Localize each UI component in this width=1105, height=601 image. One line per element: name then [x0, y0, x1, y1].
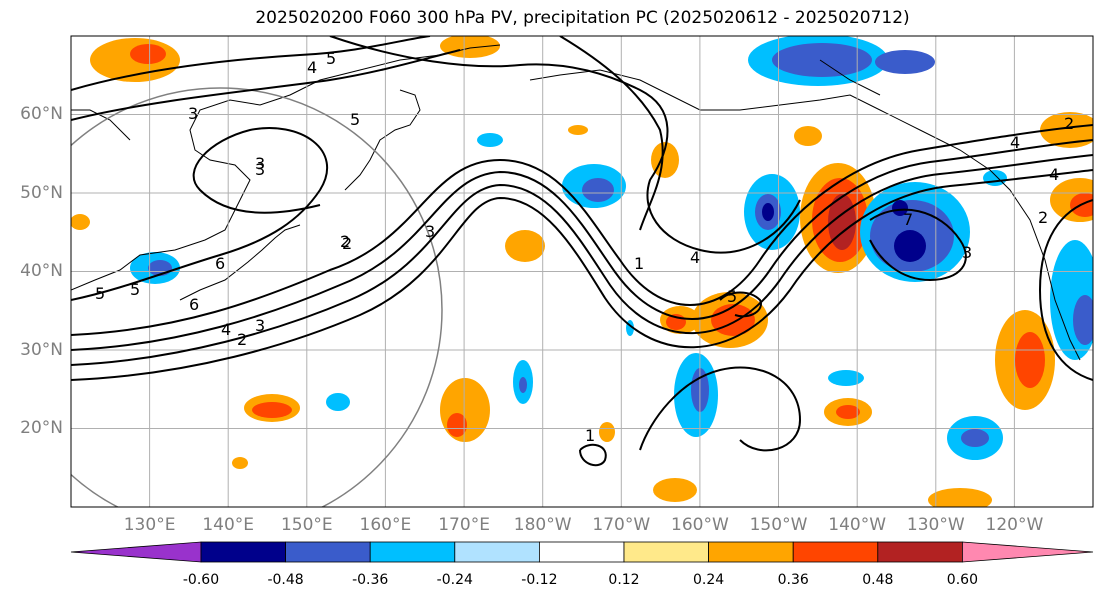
- longitude-label-180w: 180°W: [513, 515, 572, 535]
- pv-contour-label: 5: [350, 110, 361, 129]
- pv-contour-label: 4: [690, 248, 701, 267]
- latitude-label-40n: 40°N: [20, 261, 63, 281]
- pv-contour-label: 1: [634, 254, 645, 273]
- colorbar-swatch-9: [877, 541, 963, 563]
- region-circle: [71, 87, 443, 507]
- pv-contour-label: 7: [903, 210, 914, 229]
- longitude-label-140w: 140°W: [828, 515, 887, 535]
- longitude-label-130e: 130°E: [123, 515, 176, 535]
- colorbar-swatch-0: [70, 541, 202, 563]
- map-title: 2025020200 F060 300 hPa PV, precipitatio…: [255, 8, 910, 28]
- pv-contour-label: 4: [1049, 165, 1060, 184]
- pv-contour-label: 2: [237, 330, 248, 349]
- colorbar-tick-label: 0.12: [608, 572, 640, 588]
- pv-contour-label: 2: [1038, 208, 1049, 227]
- longitude-label-150e: 150°E: [280, 515, 333, 535]
- longitude-label-140e: 140°E: [202, 515, 255, 535]
- longitude-label-150w: 150°W: [749, 515, 808, 535]
- pv-contour-label: 4: [1010, 133, 1021, 152]
- colorbar-swatch-4: [454, 541, 540, 563]
- colorbar-tick-label: 0.24: [693, 572, 725, 588]
- pv-contour-label: 3: [255, 154, 266, 173]
- colorbar-tick-label: 0.60: [946, 572, 978, 588]
- pv-contour-label: 4: [221, 320, 232, 339]
- colorbar-tick-label: -0.60: [182, 572, 220, 588]
- pv-contour-label: 2: [342, 234, 353, 253]
- pv-contour-label: 1: [585, 426, 596, 445]
- map-frame: [70, 35, 1094, 508]
- pv-contour-label: 3: [962, 243, 973, 262]
- pv-contour-label: 3: [255, 316, 266, 335]
- pv-contour-label: 6: [189, 295, 200, 314]
- colorbar-swatch-3: [369, 541, 456, 563]
- pv-contour-label: 2: [1064, 114, 1075, 133]
- pv-contour-label: 3: [425, 222, 436, 241]
- pv-contour-label: 2: [340, 232, 351, 251]
- longitude-label-170w: 170°W: [592, 515, 651, 535]
- latitude-label-60n: 60°N: [20, 104, 63, 124]
- colorbar-tick-label: -0.12: [521, 572, 558, 588]
- colorbar-tick-label: 0.48: [862, 572, 894, 588]
- precip-anomaly-shading: [71, 36, 1093, 507]
- longitude-label-170e: 170°E: [438, 515, 490, 535]
- pv-contour-label: 5: [130, 280, 141, 299]
- latitude-label-30n: 30°N: [20, 340, 63, 360]
- longitude-label-120w: 120°W: [985, 515, 1044, 535]
- pv-contours: [71, 36, 1093, 467]
- colorbar-tick-label: -0.24: [436, 572, 473, 588]
- latitude-label-50n: 50°N: [20, 183, 63, 203]
- pv-contour-label: 3: [255, 160, 266, 179]
- colorbar-swatch-6: [623, 541, 709, 563]
- colorbar-swatch-5: [539, 541, 625, 563]
- longitude-label-130w: 130°W: [906, 515, 965, 535]
- pv-contour-label: 4: [307, 58, 318, 77]
- longitude-label-160w: 160°W: [671, 515, 729, 535]
- pv-contour-label: 3: [188, 104, 199, 123]
- colorbar-swatch-8: [792, 541, 879, 563]
- latitude-label-20n: 20°N: [20, 418, 63, 438]
- pv-contour-label: 5: [326, 49, 337, 68]
- colorbar: [70, 541, 1094, 563]
- colorbar-swatch-1: [200, 541, 286, 563]
- pv-contour-label: 6: [215, 254, 226, 273]
- pv-contour-label: 5: [95, 284, 106, 303]
- map-gridlines: [71, 36, 1093, 507]
- colorbar-tick-label: -0.48: [267, 572, 304, 588]
- colorbar-swatch-10: [962, 541, 1094, 563]
- colorbar-tick-label: -0.36: [352, 572, 389, 588]
- colorbar-swatch-7: [708, 541, 794, 563]
- longitude-label-160e: 160°E: [359, 515, 412, 535]
- colorbar-swatch-2: [285, 541, 371, 563]
- colorbar-tick-label: 0.36: [777, 572, 809, 588]
- pv-contour-label: 5: [727, 287, 738, 306]
